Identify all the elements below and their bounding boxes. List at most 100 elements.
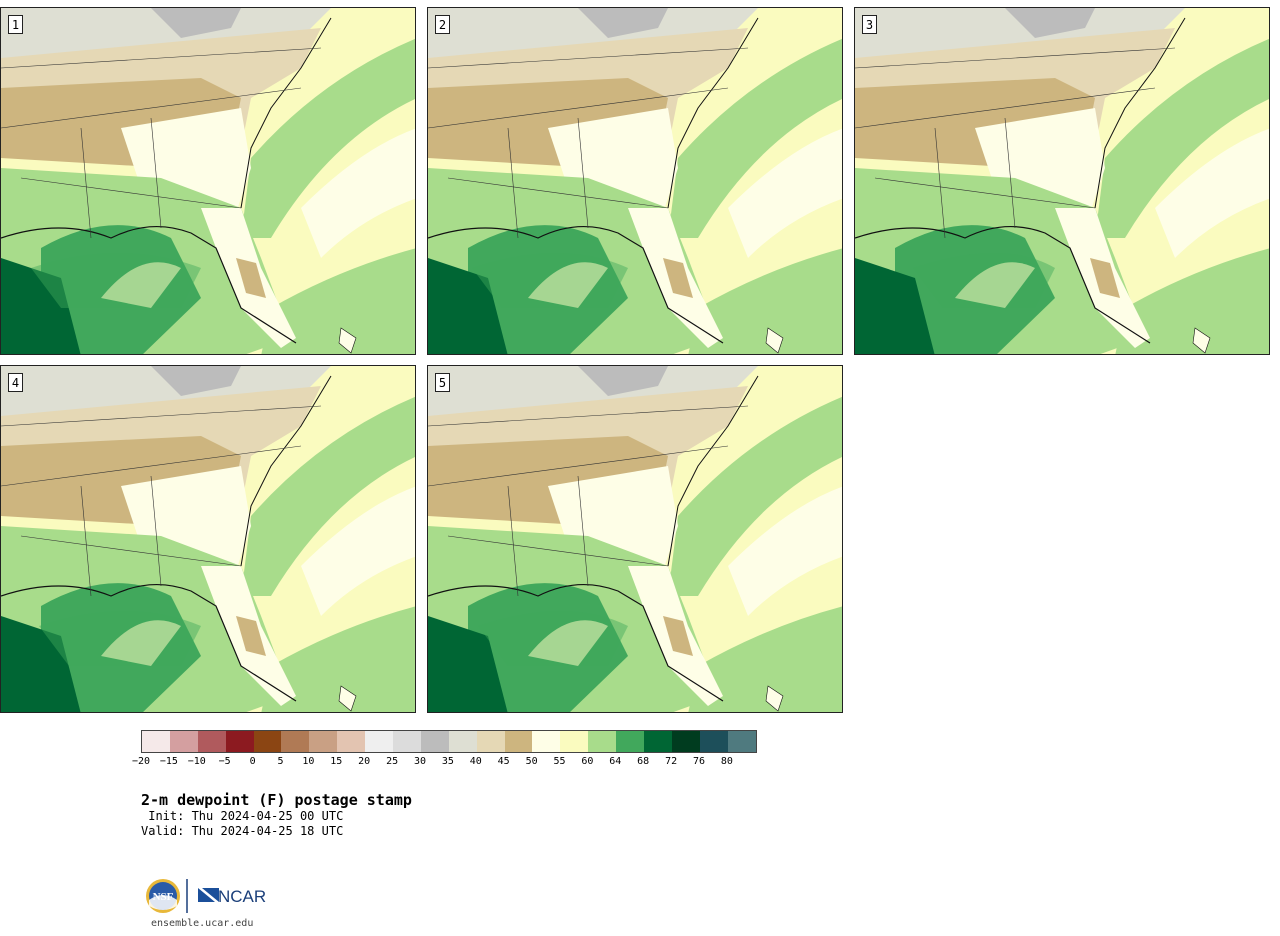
atlantic-south-band (688, 606, 842, 712)
coastline (1, 584, 297, 702)
logos: NSF NCAR (145, 876, 275, 920)
western-gulf-zone (855, 258, 935, 354)
atlantic-south-band (688, 248, 842, 354)
colorbar (141, 730, 757, 753)
gulf-dry-tongue (101, 262, 181, 308)
colorbar-tick-label: −20 (131, 756, 151, 767)
colorbar-swatch (504, 731, 533, 752)
island (338, 327, 357, 354)
state-border (447, 535, 669, 567)
colorbar-tick-label: −10 (187, 756, 206, 767)
state-border (1, 87, 302, 129)
state-border (428, 405, 749, 427)
ensemble-variant-patch (913, 253, 1055, 308)
colorbar-swatch (337, 731, 366, 752)
valid-time: Valid: Thu 2024-04-25 18 UTC (141, 824, 344, 838)
state-border (447, 177, 669, 209)
colorbar-swatch (671, 731, 700, 752)
site-url: ensemble.ucar.edu (151, 918, 254, 929)
island (338, 685, 357, 712)
colorbar-tick-label: 15 (330, 756, 343, 767)
member-panel-2[interactable]: 2 (427, 7, 843, 355)
state-border (20, 177, 242, 209)
atlantic-moist-band (668, 396, 842, 596)
atlantic-moist-band (241, 396, 415, 596)
atlantic-coastline (667, 17, 759, 209)
state-border (150, 117, 162, 229)
dewpoint-map (428, 366, 842, 712)
island (765, 685, 784, 712)
state-border (855, 87, 1156, 129)
atlantic-coastline (667, 375, 759, 567)
colorbar-tick-label: −5 (218, 756, 231, 767)
ensemble-variant-patch (31, 253, 201, 308)
state-border (428, 87, 729, 129)
atlantic-coastline (1094, 17, 1186, 209)
state-border (80, 127, 92, 239)
member-panel-4[interactable]: 4 (0, 365, 416, 713)
colorbar-swatch (476, 731, 505, 752)
nsf-text: NSF (153, 891, 174, 903)
colorbar-swatch (532, 731, 561, 752)
nsf-logo-icon: NSF (146, 879, 180, 913)
atlantic-south-band (261, 606, 415, 712)
state-border (934, 127, 946, 239)
colorbar-swatch (225, 731, 254, 752)
state-border (507, 127, 519, 239)
appalachian-dry-zone (578, 366, 668, 396)
colorbar-swatch (197, 731, 226, 752)
colorbar-swatch (588, 731, 617, 752)
state-border (577, 475, 589, 587)
atlantic-coastline (240, 375, 332, 567)
coastline (855, 226, 1151, 344)
colorbar-swatch (699, 731, 728, 752)
member-label: 4 (8, 373, 23, 392)
colorbar-tick-label: 50 (525, 756, 538, 767)
florida-interior (236, 258, 266, 298)
dewpoint-map (428, 8, 842, 354)
state-border (1004, 117, 1016, 229)
gulf-dry-tongue (955, 262, 1035, 308)
ncar-text: NCAR (218, 887, 266, 906)
member-panel-3[interactable]: 3 (854, 7, 1270, 355)
colorbar-tick-label: 72 (665, 756, 678, 767)
western-gulf-zone (1, 258, 81, 354)
colorbar-tick-label: 60 (581, 756, 594, 767)
init-time: Init: Thu 2024-04-25 00 UTC (141, 809, 344, 823)
nsf-ncar-logo: NSF NCAR (146, 879, 266, 913)
member-panel-1[interactable]: 1 (0, 7, 416, 355)
florida-interior (663, 258, 693, 298)
colorbar-tick-label: 64 (609, 756, 622, 767)
colorbar-swatch (560, 731, 589, 752)
colorbar-tick-label: 68 (637, 756, 650, 767)
member-label: 3 (862, 15, 877, 34)
member-panel-5[interactable]: 5 (427, 365, 843, 713)
western-gulf-zone (428, 258, 508, 354)
island (1192, 327, 1211, 354)
colorbar-tick-label: 5 (277, 756, 284, 767)
colorbar-swatch (393, 731, 421, 752)
atlantic-dry-band (728, 486, 842, 616)
colorbar-tick-label: 80 (720, 756, 733, 767)
atlantic-south-band (261, 248, 415, 354)
ensemble-variant-patch (478, 611, 628, 666)
atlantic-south-band (1115, 248, 1269, 354)
colorbar-tick-label: 40 (469, 756, 482, 767)
state-border (507, 485, 519, 597)
state-border (1, 405, 322, 427)
western-gulf-zone (1, 616, 81, 712)
atlantic-moist-band (668, 38, 842, 238)
member-label: 5 (435, 373, 450, 392)
colorbar-tick-label: 45 (497, 756, 510, 767)
colorbar-tick-label: 55 (553, 756, 566, 767)
state-border (428, 47, 749, 69)
colorbar-swatch (309, 731, 338, 752)
atlantic-moist-band (1095, 38, 1269, 238)
colorbar-tick-label: 35 (441, 756, 454, 767)
colorbar-swatch (142, 731, 170, 752)
chart-title: 2-m dewpoint (F) postage stamp (141, 791, 412, 809)
ensemble-variant-patch (472, 253, 628, 308)
gulf-dry-tongue (528, 620, 608, 666)
colorbar-tick-label: 10 (302, 756, 315, 767)
coastline (1, 226, 297, 344)
